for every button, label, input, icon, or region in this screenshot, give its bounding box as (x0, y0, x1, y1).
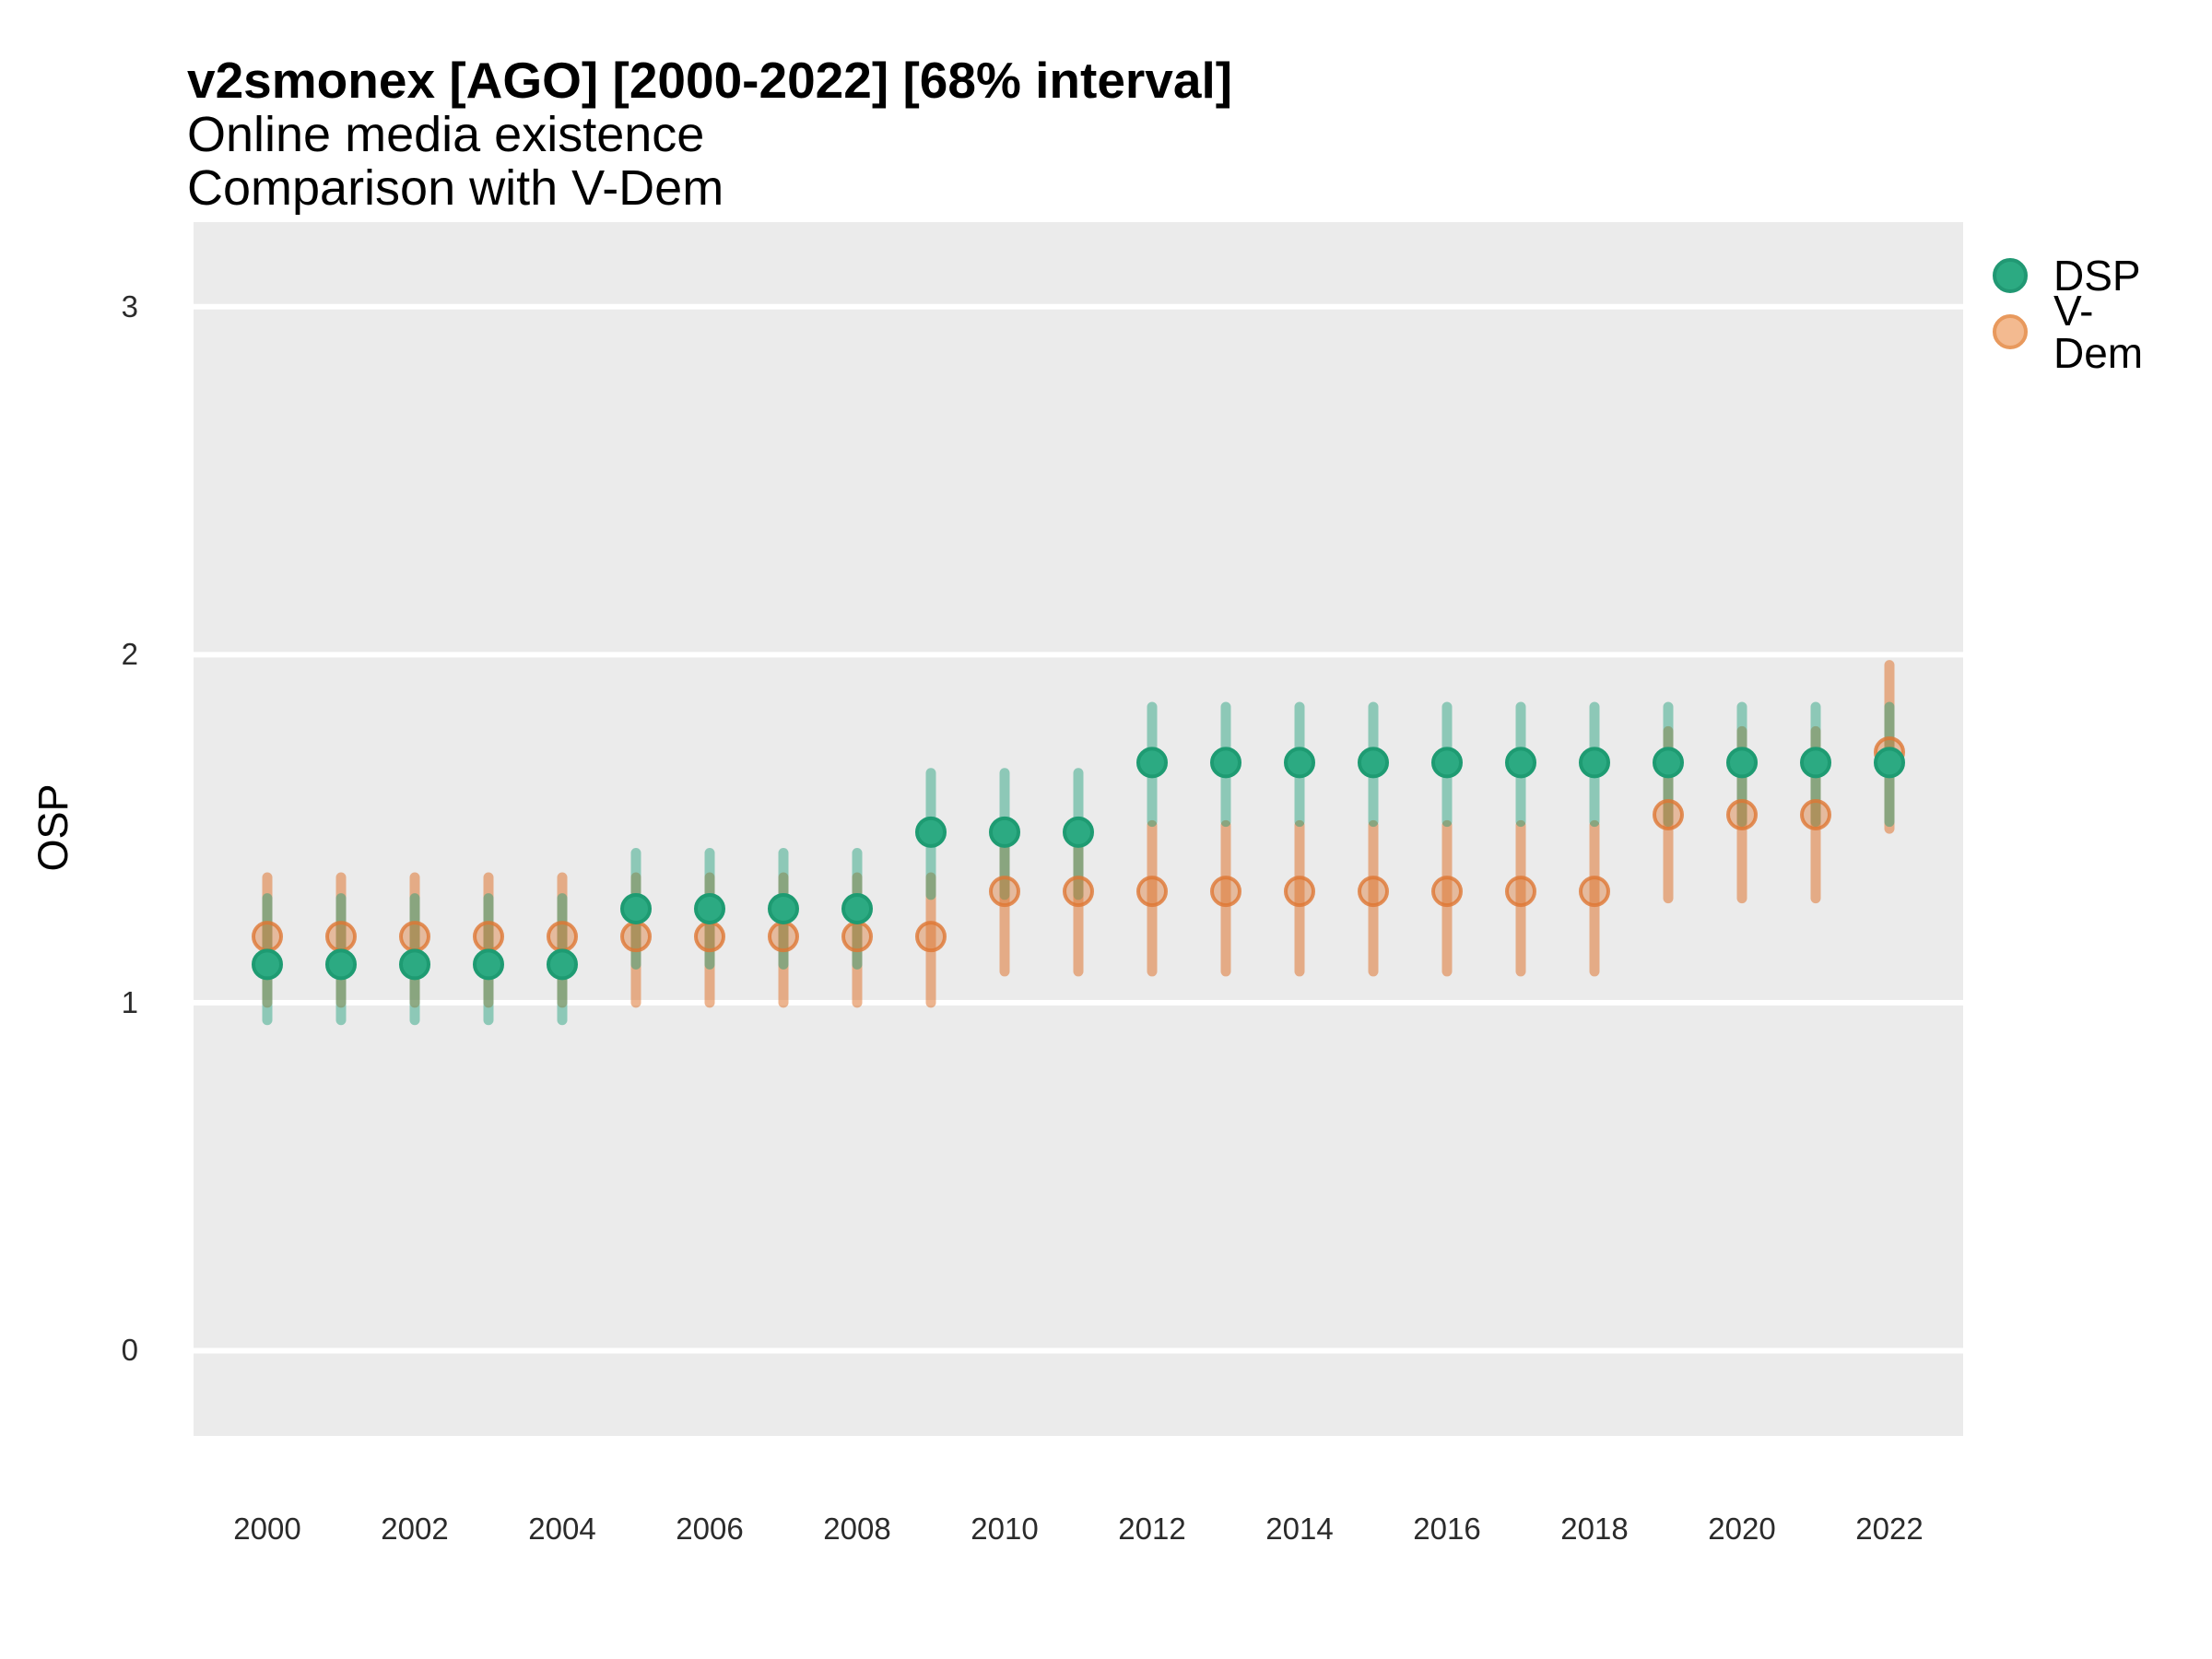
vdem-point-2010 (989, 876, 1020, 908)
dsp-point-2016 (1431, 747, 1463, 779)
gridline-y-1 (194, 999, 1963, 1006)
legend-label-vdem: V-Dem (2053, 287, 2144, 377)
vdem-point-2021 (1800, 799, 1831, 831)
plot-panel (194, 222, 1963, 1436)
vdem-point-2011 (1063, 876, 1094, 908)
dsp-point-2011 (1063, 816, 1094, 848)
vdem-point-2013 (1210, 876, 1241, 908)
x-tick-label-2014: 2014 (1265, 1512, 1334, 1546)
vdem-point-2018 (1579, 876, 1610, 908)
vdem-point-2014 (1284, 876, 1315, 908)
x-tick-label-2008: 2008 (823, 1512, 891, 1546)
vdem-point-2005 (620, 921, 652, 953)
gridline-y-3 (194, 303, 1963, 310)
y-axis-title: OSP (29, 783, 76, 872)
dsp-point-2010 (989, 816, 1020, 848)
dsp-point-2001 (325, 948, 357, 981)
vdem-point-2009 (915, 921, 947, 953)
dsp-marker-icon (1993, 258, 2028, 293)
vdem-point-2007 (768, 921, 799, 953)
dsp-point-2002 (399, 948, 430, 981)
chart-title: v2smonex [AGO] [2000-2022] [68% interval… (187, 52, 1233, 109)
dsp-point-2007 (768, 892, 799, 924)
x-tick-label-2004: 2004 (528, 1512, 596, 1546)
x-tick-label-2006: 2006 (676, 1512, 744, 1546)
vdem-point-2019 (1653, 799, 1684, 831)
vdem-point-2017 (1505, 876, 1536, 908)
dsp-point-2006 (694, 892, 725, 924)
legend-item-vdem: V-Dem (1993, 289, 2143, 374)
vdem-point-2012 (1136, 876, 1168, 908)
gridline-y-2 (194, 652, 1963, 658)
gridline-y-0 (194, 1347, 1963, 1354)
vdem-point-2002 (399, 921, 430, 953)
dsp-point-2012 (1136, 747, 1168, 779)
vdem-point-2008 (841, 921, 873, 953)
y-tick-label-0: 0 (121, 1333, 138, 1368)
dsp-point-2017 (1505, 747, 1536, 779)
dsp-point-2013 (1210, 747, 1241, 779)
dsp-point-2000 (252, 948, 283, 981)
dsp-point-2019 (1653, 747, 1684, 779)
x-tick-label-2010: 2010 (971, 1512, 1039, 1546)
vdem-marker-icon (1993, 314, 2028, 349)
legend-item-dsp: DSP (1993, 254, 2141, 297)
x-tick-label-2012: 2012 (1118, 1512, 1186, 1546)
dsp-point-2014 (1284, 747, 1315, 779)
x-tick-label-2002: 2002 (381, 1512, 449, 1546)
vdem-point-2015 (1358, 876, 1389, 908)
chart-subtitle-1: Online media existence (187, 107, 705, 162)
x-tick-label-2000: 2000 (233, 1512, 301, 1546)
dsp-point-2003 (473, 948, 504, 981)
dsp-point-2015 (1358, 747, 1389, 779)
dsp-point-2022 (1874, 747, 1905, 779)
vdem-point-2000 (252, 921, 283, 953)
y-tick-label-3: 3 (121, 288, 138, 324)
y-tick-label-1: 1 (121, 984, 138, 1019)
dsp-point-2020 (1726, 747, 1758, 779)
dsp-point-2018 (1579, 747, 1610, 779)
vdem-point-2016 (1431, 876, 1463, 908)
chart-subtitle-2: Comparison with V-Dem (187, 160, 724, 216)
vdem-point-2020 (1726, 799, 1758, 831)
x-tick-label-2020: 2020 (1708, 1512, 1776, 1546)
dsp-point-2008 (841, 892, 873, 924)
dsp-point-2021 (1800, 747, 1831, 779)
vdem-point-2001 (325, 921, 357, 953)
vdem-point-2006 (694, 921, 725, 953)
vdem-point-2004 (547, 921, 578, 953)
chart-canvas (194, 303, 1963, 1354)
dsp-point-2009 (915, 816, 947, 848)
dsp-point-2005 (620, 892, 652, 924)
x-tick-label-2018: 2018 (1560, 1512, 1629, 1546)
x-tick-label-2022: 2022 (1855, 1512, 1924, 1546)
legend-label-dsp: DSP (2053, 252, 2141, 300)
vdem-point-2003 (473, 921, 504, 953)
x-tick-label-2016: 2016 (1413, 1512, 1481, 1546)
y-tick-label-2: 2 (121, 637, 138, 672)
dsp-point-2004 (547, 948, 578, 981)
